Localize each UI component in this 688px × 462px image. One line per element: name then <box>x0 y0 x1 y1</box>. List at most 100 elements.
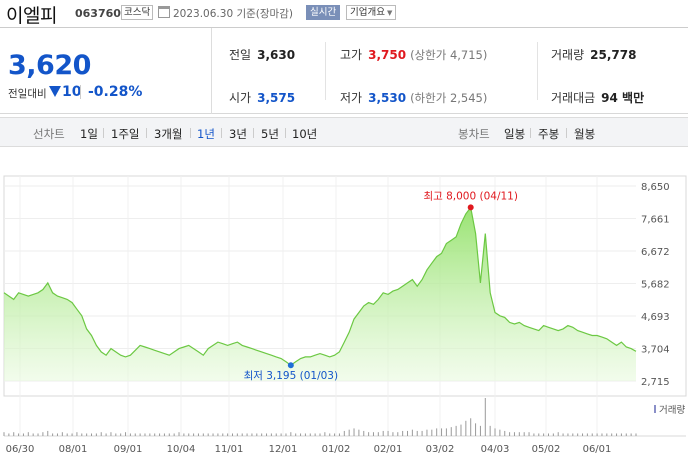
open-price: 시가 3,575 <box>229 91 296 105</box>
volume-bar <box>32 433 34 436</box>
volume-bar <box>616 433 618 436</box>
volume-bar <box>470 418 472 436</box>
volume-bar <box>275 433 277 436</box>
volume-bar <box>625 433 627 436</box>
volume-bar <box>197 433 199 436</box>
chart-tab-bar: 선차트 1일 1주일 3개월 1년 3년 5년 10년 봉차트 일봉 주봉 월봉 <box>0 117 688 147</box>
volume-bar <box>227 433 229 436</box>
volume-bar <box>547 433 549 436</box>
volume-bar <box>382 430 384 436</box>
tab-3month[interactable]: 3개월 <box>154 127 183 141</box>
tab-3year[interactable]: 3년 <box>229 127 247 141</box>
volume-bar <box>256 433 258 436</box>
stock-code: 063760 <box>75 7 121 20</box>
price-chart[interactable]: 8,650 7,661 6,672 5,682 4,693 3,704 2,715 최고 8… <box>0 158 688 462</box>
divider <box>285 128 286 138</box>
volume-bar <box>509 432 511 436</box>
volume-bar <box>193 433 195 436</box>
max-label: 최고 8,000 (04/11) <box>423 190 518 202</box>
volume-bar <box>270 433 272 436</box>
volume-bar <box>572 433 574 436</box>
volume-bar <box>402 430 404 436</box>
volume-bar <box>411 429 413 436</box>
y-tick-label: 8,650 <box>641 182 670 193</box>
x-tick-label: 06/30 <box>6 444 35 455</box>
volume-bar <box>358 429 360 436</box>
y-tick-label: 3,704 <box>641 345 670 356</box>
volume-bar <box>314 433 316 436</box>
volume-bar <box>397 432 399 436</box>
divider <box>80 85 81 99</box>
tab-1year[interactable]: 1년 <box>197 127 215 141</box>
tab-weekly[interactable]: 주봉 <box>538 127 560 141</box>
volume-bar <box>52 433 54 436</box>
volume-bar <box>168 433 170 436</box>
volume: 거래량 25,778 <box>551 48 637 62</box>
current-price-box: 3,620 전일대비 10 -0.28% <box>0 28 212 114</box>
volume-bar <box>42 432 44 436</box>
volume-bar <box>173 433 175 436</box>
volume-bar <box>591 433 593 436</box>
x-tick-label: 01/02 <box>322 444 351 455</box>
x-tick-label: 12/01 <box>269 444 298 455</box>
volume-bar <box>445 428 447 436</box>
volume-bar <box>246 433 248 436</box>
volume-bar <box>47 430 49 436</box>
price-area <box>4 207 636 381</box>
volume-bar <box>212 433 214 436</box>
volume-bar <box>606 433 608 436</box>
trade-amount: 거래대금 94 백만 <box>551 91 645 105</box>
volume-bar <box>533 433 535 436</box>
volume-bar <box>163 433 165 436</box>
volume-bar <box>475 423 477 436</box>
volume-bar <box>13 432 15 436</box>
volume-bar <box>543 433 545 436</box>
quote-date: 2023.06.30 기준(장마감) <box>173 8 293 20</box>
tab-5year[interactable]: 5년 <box>261 127 279 141</box>
volume-bar <box>56 433 58 436</box>
y-tick-label: 4,693 <box>641 312 670 323</box>
tab-daily[interactable]: 일봉 <box>504 127 526 141</box>
volume-bar <box>436 428 438 436</box>
volume-bar <box>523 432 525 436</box>
volume-bar <box>577 433 579 436</box>
line-chart-label: 선차트 <box>33 127 65 141</box>
volume-bar <box>154 433 156 436</box>
divider <box>103 128 104 138</box>
volume-bar <box>528 432 530 436</box>
x-tick-label: 11/01 <box>215 444 244 455</box>
volume-bar <box>426 429 428 436</box>
volume-bar <box>407 430 409 436</box>
x-tick-label: 02/01 <box>374 444 403 455</box>
volume-bar <box>37 433 39 436</box>
volume-bar <box>455 425 457 436</box>
volume-bar <box>343 430 345 436</box>
tab-10year[interactable]: 10년 <box>292 127 318 141</box>
company-info-dropdown[interactable]: 기업개요 ▼ <box>346 5 397 20</box>
volume-bar <box>91 433 93 436</box>
min-point <box>287 362 294 369</box>
volume-bar <box>61 432 63 436</box>
y-tick-label: 2,715 <box>641 377 670 388</box>
volume-bar <box>338 433 340 436</box>
low-price: 저가 3,530 (하한가 2,545) <box>340 91 488 105</box>
y-tick-label: 5,682 <box>641 280 670 291</box>
volume-bar <box>334 433 336 436</box>
volume-bar <box>71 433 73 436</box>
volume-bar <box>149 433 151 436</box>
tab-1day[interactable]: 1일 <box>80 127 98 141</box>
volume-bar <box>586 433 588 436</box>
volume-bar <box>129 433 131 436</box>
volume-bar <box>159 433 161 436</box>
realtime-button[interactable]: 실시간 <box>306 5 341 20</box>
volume-bar <box>231 433 233 436</box>
candle-chart-label: 봉차트 <box>458 127 490 141</box>
tab-1week[interactable]: 1주일 <box>111 127 140 141</box>
volume-bar <box>266 433 268 436</box>
volume-bar <box>66 433 68 436</box>
volume-bar <box>115 433 117 436</box>
divider <box>537 42 538 100</box>
tab-monthly[interactable]: 월봉 <box>574 127 596 141</box>
volume-bar <box>125 432 127 436</box>
volume-bar <box>236 433 238 436</box>
